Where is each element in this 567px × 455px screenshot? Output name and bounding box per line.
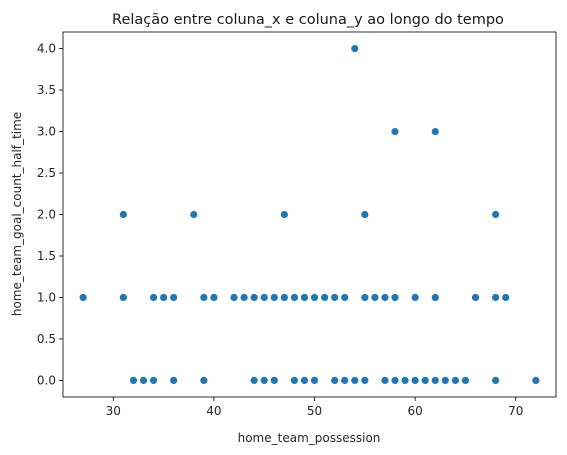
data-point [301, 377, 309, 385]
data-point [341, 294, 349, 302]
data-point [250, 294, 258, 302]
data-point [150, 294, 158, 302]
data-point [311, 377, 319, 385]
data-point [160, 294, 168, 302]
data-point [502, 294, 510, 302]
x-axis: 30 40 50 60 70 [106, 397, 524, 418]
x-tick-label: 50 [307, 404, 322, 418]
y-tick-label: 4.0 [37, 42, 56, 56]
data-point [381, 377, 389, 385]
data-point [492, 294, 500, 302]
y-tick-label: 3.0 [37, 125, 56, 139]
data-point [492, 211, 500, 219]
y-axis-label: home_team_goal_count_half_time [10, 112, 24, 316]
data-point [270, 294, 278, 302]
data-point [371, 294, 379, 302]
data-point [361, 211, 369, 219]
data-point [250, 377, 258, 385]
data-point [411, 294, 419, 302]
data-point [401, 377, 409, 385]
data-point [119, 211, 127, 219]
plot-area [63, 32, 556, 397]
data-point [311, 294, 319, 302]
data-point [240, 294, 248, 302]
data-point [210, 294, 218, 302]
data-point [431, 128, 439, 136]
y-tick-label: 0.0 [37, 373, 56, 387]
data-point [291, 294, 299, 302]
data-point [462, 377, 470, 385]
data-point [451, 377, 459, 385]
data-point [472, 294, 480, 302]
data-point [331, 377, 339, 385]
data-point [532, 377, 540, 385]
data-point [441, 377, 449, 385]
data-point [391, 377, 399, 385]
x-tick-label: 70 [508, 404, 523, 418]
data-point [351, 377, 359, 385]
data-point [170, 294, 178, 302]
data-point [431, 294, 439, 302]
y-tick-label: 2.0 [37, 208, 56, 222]
data-point [331, 294, 339, 302]
y-tick-label: 2.5 [37, 166, 56, 180]
x-tick-label: 30 [106, 404, 121, 418]
x-tick-label: 60 [408, 404, 423, 418]
data-point [421, 377, 429, 385]
data-point [351, 45, 359, 53]
data-point [492, 377, 500, 385]
data-point [361, 377, 369, 385]
x-axis-label: home_team_possession [238, 431, 381, 445]
data-point [391, 128, 399, 136]
data-point [190, 211, 198, 219]
chart-title: Relação entre coluna_x e coluna_y ao lon… [112, 12, 504, 28]
data-point [170, 377, 178, 385]
data-point [230, 294, 238, 302]
data-point [270, 377, 278, 385]
data-point [150, 377, 158, 385]
y-tick-label: 3.5 [37, 83, 56, 97]
y-axis: 0.0 0.5 1.0 1.5 2.0 2.5 3.0 3.5 4.0 [37, 42, 63, 388]
y-tick-label: 1.0 [37, 290, 56, 304]
data-point [119, 294, 127, 302]
data-point [130, 377, 138, 385]
x-tick-label: 40 [206, 404, 221, 418]
data-point [200, 294, 208, 302]
data-point [200, 377, 208, 385]
data-point [361, 294, 369, 302]
data-point [260, 294, 268, 302]
data-point [260, 377, 268, 385]
data-point [291, 377, 299, 385]
data-point [280, 211, 288, 219]
y-tick-label: 0.5 [37, 332, 56, 346]
data-point [140, 377, 148, 385]
data-point [381, 294, 389, 302]
data-point [280, 294, 288, 302]
data-points [79, 45, 540, 385]
data-point [321, 294, 329, 302]
y-tick-label: 1.5 [37, 249, 56, 263]
data-point [411, 377, 419, 385]
data-point [301, 294, 309, 302]
data-point [391, 294, 399, 302]
data-point [431, 377, 439, 385]
data-point [341, 377, 349, 385]
data-point [79, 294, 87, 302]
